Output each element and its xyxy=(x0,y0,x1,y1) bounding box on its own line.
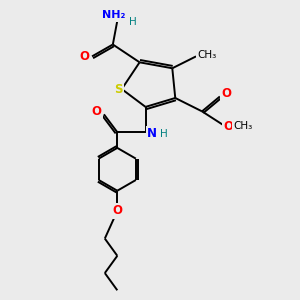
Text: O: O xyxy=(80,50,90,63)
Text: H: H xyxy=(160,129,168,139)
Text: O: O xyxy=(224,120,234,133)
Text: CH₃: CH₃ xyxy=(198,50,217,60)
Text: O: O xyxy=(92,106,101,118)
Text: H: H xyxy=(129,17,136,27)
Text: O: O xyxy=(112,204,122,218)
Text: N: N xyxy=(147,127,157,140)
Text: CH₃: CH₃ xyxy=(233,121,253,131)
Text: O: O xyxy=(221,87,231,100)
Text: S: S xyxy=(114,82,122,96)
Text: NH₂: NH₂ xyxy=(102,11,125,20)
